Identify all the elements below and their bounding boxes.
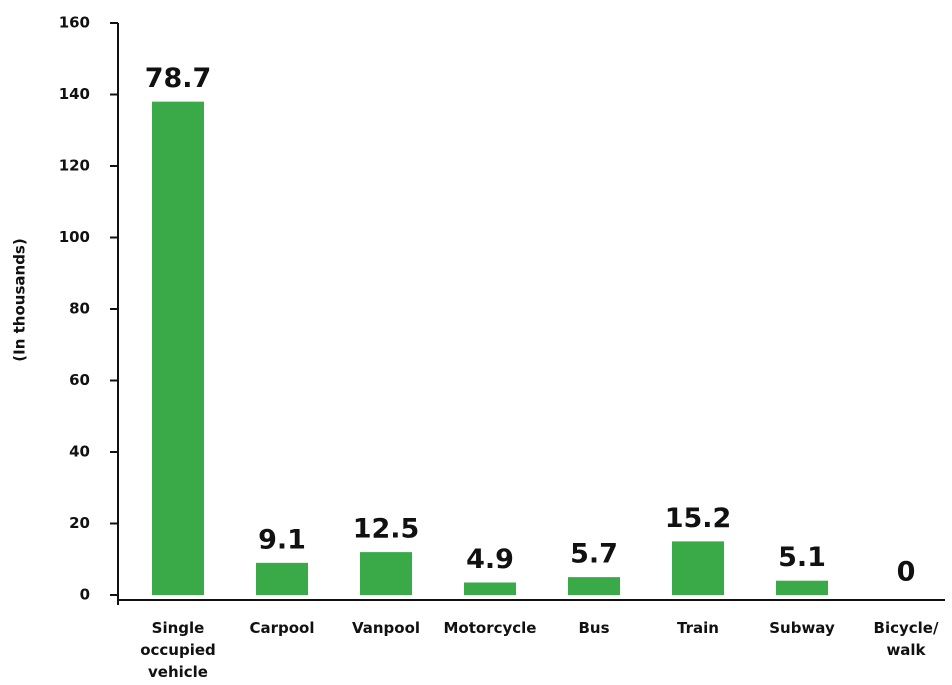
data-label: 5.7 <box>570 539 618 570</box>
x-tick-label: Bus <box>578 619 609 637</box>
y-tick-label: 20 <box>69 514 90 532</box>
y-tick-label: 140 <box>59 85 90 103</box>
y-tick-label: 60 <box>69 371 90 389</box>
x-tick-label: Subway <box>769 619 835 637</box>
y-tick-label: 160 <box>59 14 90 32</box>
data-label: 5.1 <box>778 542 826 573</box>
y-tick-label: 0 <box>80 586 90 604</box>
x-tick-label: Train <box>677 619 719 637</box>
bar <box>256 562 308 595</box>
data-label: 12.5 <box>353 514 420 545</box>
data-label: 0 <box>897 557 916 588</box>
data-label: 15.2 <box>665 503 732 534</box>
x-tick-label: Vanpool <box>352 619 420 637</box>
data-label: 78.7 <box>145 63 212 94</box>
bar <box>152 101 204 596</box>
y-tick-label: 100 <box>59 228 90 246</box>
y-tick-label: 40 <box>69 443 90 461</box>
x-tick-label: Motorcycle <box>444 619 537 637</box>
y-axis-label: (In thousands) <box>11 238 29 361</box>
x-tick-label: Carpool <box>249 619 314 637</box>
x-tick-label: Bicycle/walk <box>874 619 939 659</box>
bar <box>672 541 724 595</box>
data-label: 9.1 <box>258 524 306 555</box>
y-tick-label: 120 <box>59 157 90 175</box>
x-tick-label: Single occupied vehicle <box>140 619 216 681</box>
bar <box>568 577 620 595</box>
bar <box>360 552 412 595</box>
bar <box>464 582 516 595</box>
bar <box>776 580 828 595</box>
y-tick-label: 80 <box>69 300 90 318</box>
data-label: 4.9 <box>466 544 514 575</box>
